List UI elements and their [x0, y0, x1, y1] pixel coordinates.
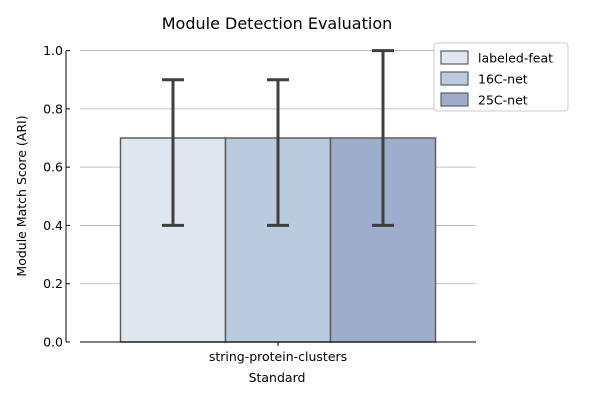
bars	[119, 137, 437, 343]
legend-label: 25C-net	[478, 93, 528, 108]
y-tick-label: 0.0	[43, 335, 63, 350]
legend-swatch	[440, 50, 469, 65]
legend-label: 16C-net	[478, 72, 528, 87]
y-tick-label: 0.4	[43, 218, 63, 233]
legend-swatch	[440, 71, 469, 86]
legend-label: labeled-feat	[478, 51, 553, 66]
legend-swatch	[440, 92, 469, 107]
y-tick-label: 0.8	[43, 101, 63, 116]
chart-title: Module Detection Evaluation	[162, 14, 393, 33]
x-tick-label: string-protein-clusters	[209, 349, 347, 364]
y-tick-label: 0.2	[43, 276, 63, 291]
error-bars	[162, 49, 394, 227]
y-tick-label: 1.0	[43, 43, 63, 58]
y-tick-label: 0.6	[43, 160, 63, 175]
y-ticks: 0.0 0.2 0.4 0.6 0.8 1.0	[43, 43, 70, 350]
x-axis-label: Standard	[249, 370, 306, 385]
y-axis-label: Module Match Score (ARI)	[14, 115, 29, 276]
x-ticks: string-protein-clusters	[209, 342, 347, 364]
legend: labeled-feat 16C-net 25C-net	[433, 42, 569, 112]
